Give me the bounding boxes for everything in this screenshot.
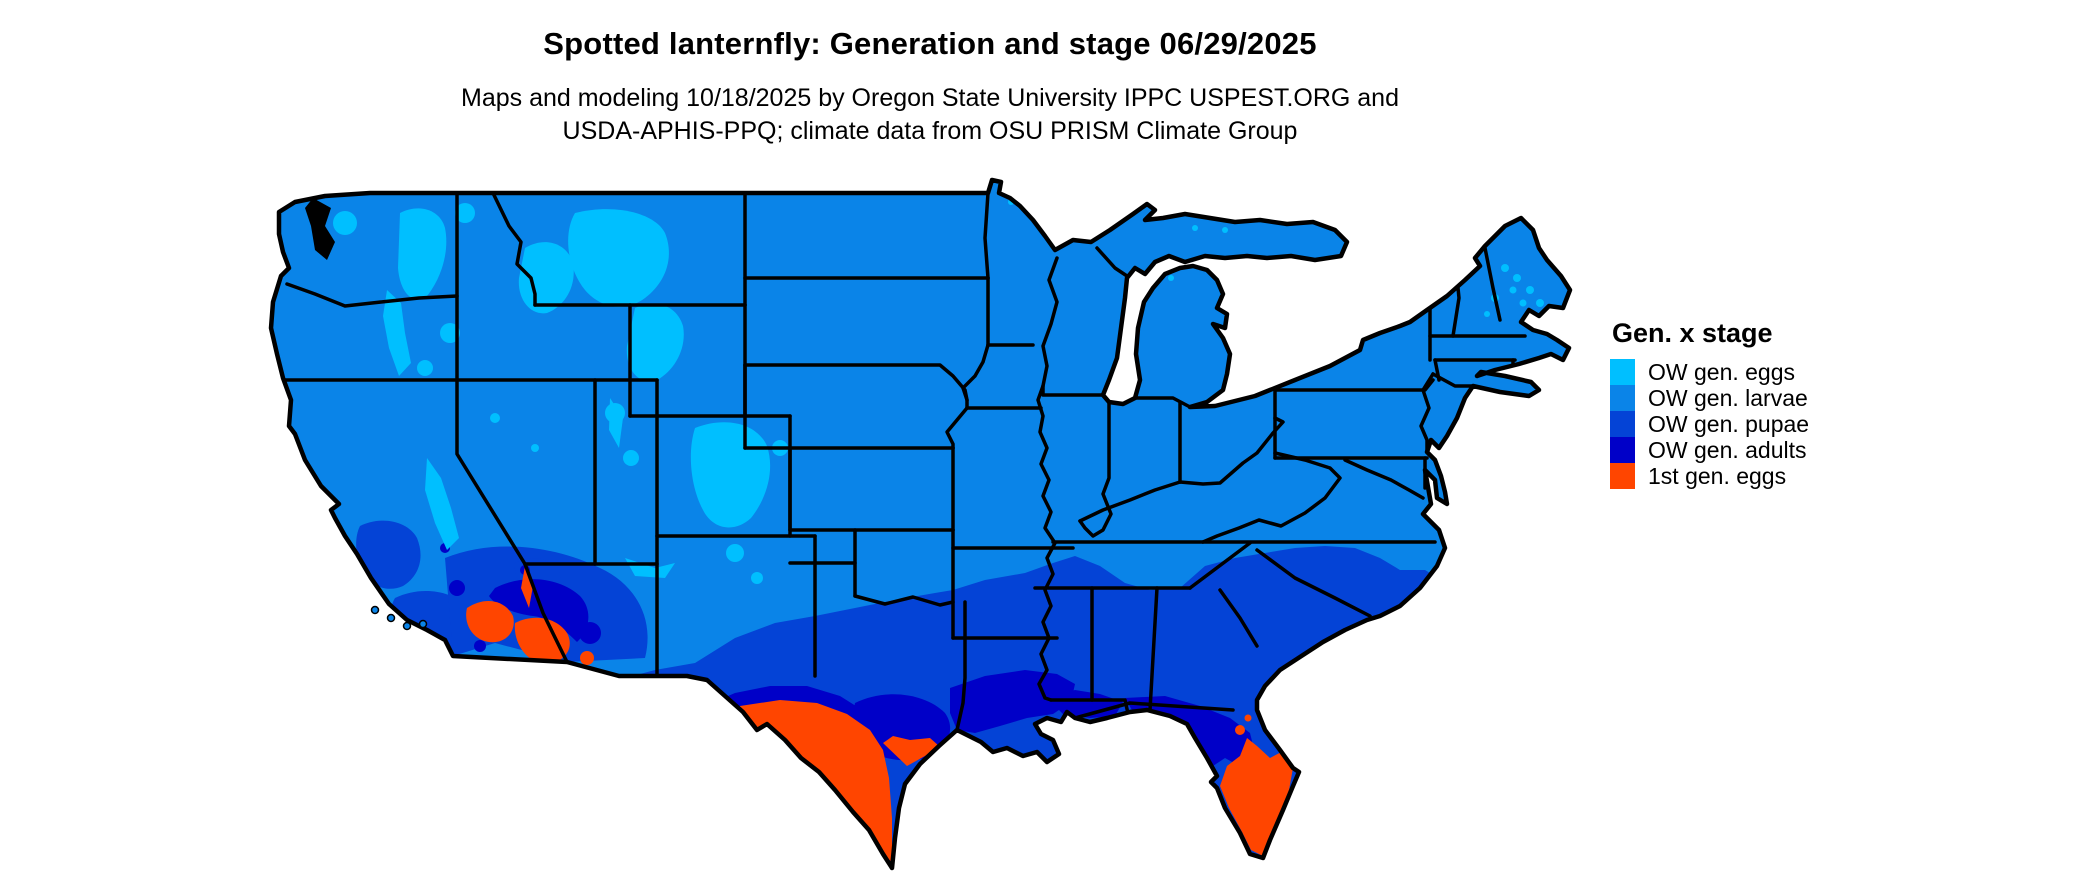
us-map-svg: [268, 177, 1573, 871]
legend-label-ow-adults: OW gen. adults: [1648, 436, 1807, 463]
legend-label-ow-eggs: OW gen. eggs: [1648, 358, 1796, 385]
legend-item-ow-pupae: OW gen. pupae: [1610, 411, 1890, 437]
legend-item-first-gen-eggs: 1st gen. eggs: [1610, 463, 1890, 489]
state-borders: [283, 191, 1527, 732]
legend-swatch-ow-adults: [1610, 437, 1635, 463]
map-legend: Gen. x stage OW gen. eggs OW gen. larvae…: [1610, 318, 1890, 489]
legend-label-first-gen-eggs: 1st gen. eggs: [1648, 462, 1787, 489]
channel-islands: [370, 605, 428, 631]
legend-item-ow-adults: OW gen. adults: [1610, 437, 1890, 463]
puget-sound-water: [305, 198, 335, 260]
us-map: [195, 118, 1595, 888]
subtitle-line-2: USDA-APHIS-PPQ; climate data from OSU PR…: [562, 117, 1298, 145]
legend-label-ow-larvae: OW gen. larvae: [1648, 384, 1808, 411]
page-subtitle: Maps and modeling 10/18/2025 by Oregon S…: [0, 82, 1860, 148]
legend-swatch-first-gen-eggs: [1610, 463, 1635, 489]
legend-swatch-ow-larvae: [1610, 385, 1635, 411]
legend-item-ow-larvae: OW gen. larvae: [1610, 385, 1890, 411]
legend-title: Gen. x stage: [1612, 318, 1773, 348]
subtitle-line-1: Maps and modeling 10/18/2025 by Oregon S…: [461, 84, 1399, 112]
legend-item-ow-eggs: OW gen. eggs: [1610, 359, 1890, 385]
legend-swatch-ow-eggs: [1610, 359, 1635, 385]
page-title: Spotted lanternfly: Generation and stage…: [543, 26, 1317, 61]
us-outline: [268, 177, 1573, 871]
legend-swatch-ow-pupae: [1610, 411, 1635, 437]
legend-label-ow-pupae: OW gen. pupae: [1648, 410, 1810, 437]
